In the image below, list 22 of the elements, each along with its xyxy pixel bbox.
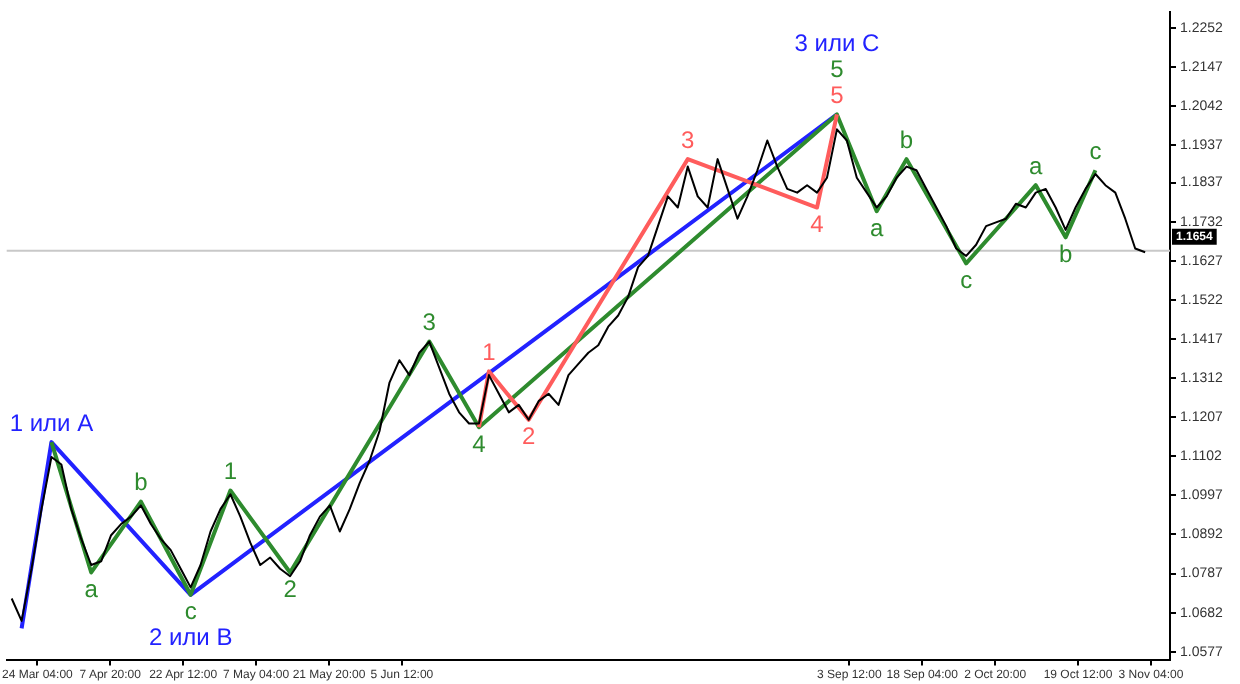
annotation: b [899,125,914,154]
annotation: c [960,266,973,295]
annotation: 2 или B [148,623,233,652]
annotation: 5 [830,81,845,110]
annotation: 2 [522,422,537,451]
annotation: 3 или C [794,29,880,58]
annotation: 3 [422,308,437,337]
annotation: 2 [283,575,298,604]
annotation: 3 [681,125,696,154]
annotation: a [870,213,884,242]
annotation: a [1029,151,1044,180]
annotation: 1 или A [9,408,94,437]
annotation: 4 [810,210,825,239]
annotation: 1 [223,457,238,486]
annotation: 1 [482,338,497,366]
annotation: b [134,468,149,497]
annotation: b [1058,239,1073,268]
annotation: 4 [472,429,487,458]
annotation: c [1089,136,1102,165]
annotation: c [184,597,197,626]
annotation: a [84,575,99,604]
annotation: 5 [830,55,845,84]
